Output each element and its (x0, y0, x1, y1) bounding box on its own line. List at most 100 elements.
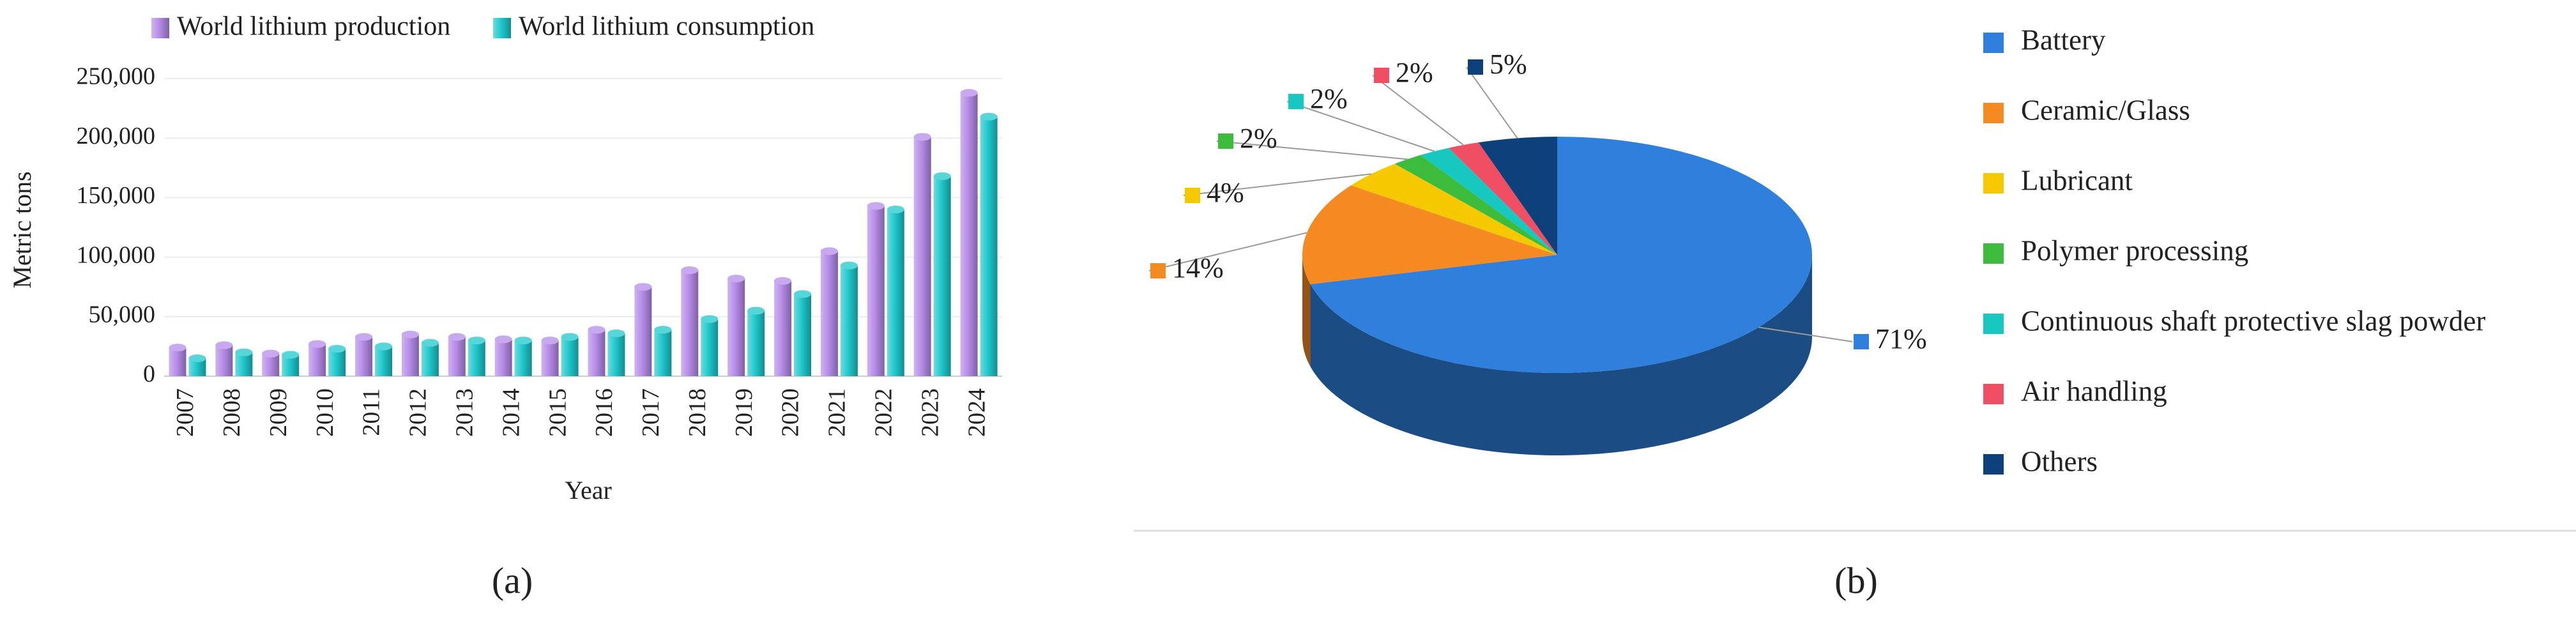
bar (681, 270, 699, 376)
x-tick-label: 2020 (777, 388, 804, 437)
legend-label: Battery (2021, 24, 2106, 56)
leader-line (1372, 75, 1464, 146)
x-tick-label: 2024 (963, 388, 990, 437)
bar (887, 209, 904, 376)
bar (448, 337, 466, 376)
bar-cap (933, 172, 951, 180)
label-swatch (1288, 94, 1304, 109)
bar (820, 251, 838, 376)
legend-label: World lithium consumption (519, 12, 814, 42)
x-tick-label: 2015 (544, 388, 571, 437)
bar (840, 265, 858, 376)
pie-slice (1394, 155, 1557, 255)
bar (794, 294, 811, 376)
pie-side (1310, 255, 1812, 456)
x-tick-label: 2014 (498, 388, 524, 437)
y-axis-label: Metric tons (8, 171, 36, 288)
pie-slice (1351, 163, 1557, 255)
data-label: 2% (1396, 57, 1433, 88)
x-axis-label: Year (565, 476, 612, 505)
legend-swatch (1983, 314, 2004, 334)
bar-cap (282, 351, 300, 359)
bar-cap (747, 307, 765, 315)
bar (607, 333, 625, 376)
x-tick-label: 2010 (312, 388, 339, 437)
bar (514, 340, 532, 376)
legend-label: Others (2021, 445, 2098, 477)
x-tick-label: 2019 (731, 388, 758, 437)
legend-label: Ceramic/Glass (2021, 94, 2190, 126)
bar-cap (960, 89, 978, 97)
bar-cap (654, 326, 672, 334)
bar-cap (494, 335, 512, 344)
data-label: 5% (1490, 49, 1527, 80)
x-tick-label: 2013 (451, 388, 478, 437)
bar-cap (421, 338, 439, 347)
bar (980, 116, 998, 376)
bar-cap (235, 348, 253, 356)
bar-cap (401, 330, 419, 338)
bar-cap (262, 349, 280, 358)
label-swatch (1150, 263, 1166, 278)
y-tick-label: 200,000 (77, 123, 156, 149)
bar-cap (774, 277, 791, 285)
bar (913, 137, 931, 376)
bar (588, 330, 606, 376)
leader-line (1183, 173, 1372, 196)
bar-cap (541, 337, 559, 345)
bar-cap (887, 206, 904, 214)
bar (701, 319, 719, 376)
legend-swatch (1983, 103, 2004, 123)
bar (421, 342, 439, 376)
x-tick-label: 2022 (870, 388, 897, 437)
legend-swatch (151, 18, 169, 38)
pie-slice (1421, 148, 1557, 255)
bar-cap (514, 337, 532, 345)
label-swatch (1468, 59, 1483, 75)
y-tick-label: 0 (143, 361, 155, 388)
bar-cap (561, 333, 579, 341)
bar-cap (169, 344, 187, 352)
bar-cap (681, 266, 699, 275)
bar (933, 176, 951, 376)
legend-label: Polymer processing (2021, 234, 2248, 266)
y-tick-label: 150,000 (77, 182, 156, 209)
bar (960, 93, 978, 377)
bar (867, 206, 885, 376)
label-swatch (1185, 188, 1200, 203)
legend-label: Lubricant (2021, 164, 2133, 196)
bar-cap (607, 329, 625, 337)
bar-cap (867, 202, 885, 210)
bar (747, 310, 765, 376)
bar-cap (188, 354, 206, 363)
bar (468, 340, 485, 376)
pie-side (1302, 255, 1311, 367)
y-tick-label: 100,000 (77, 241, 156, 268)
bar (215, 345, 233, 376)
caption: (b) (1834, 559, 1878, 601)
legend-swatch (1983, 33, 2004, 53)
legend-swatch (1983, 243, 2004, 264)
bar-cap (840, 261, 858, 270)
label-swatch (1374, 68, 1389, 83)
bar (309, 344, 326, 376)
x-tick-label: 2012 (405, 388, 432, 437)
x-tick-label: 2011 (358, 388, 385, 436)
label-swatch (1218, 133, 1233, 149)
bar (561, 337, 579, 376)
bar (375, 346, 392, 376)
bar-cap (820, 247, 838, 255)
legend-swatch (493, 18, 511, 38)
legend-label: Air handling (2021, 375, 2167, 407)
x-tick-label: 2018 (684, 388, 711, 437)
bar-cap (448, 333, 466, 341)
leader-line (1216, 141, 1408, 160)
bar-cap (913, 133, 931, 141)
bar-cap (309, 340, 326, 348)
data-label: 4% (1207, 177, 1244, 208)
legend-swatch (1983, 173, 2004, 194)
leader-line (1148, 232, 1307, 271)
bar (541, 340, 559, 376)
y-tick-label: 250,000 (77, 63, 156, 90)
